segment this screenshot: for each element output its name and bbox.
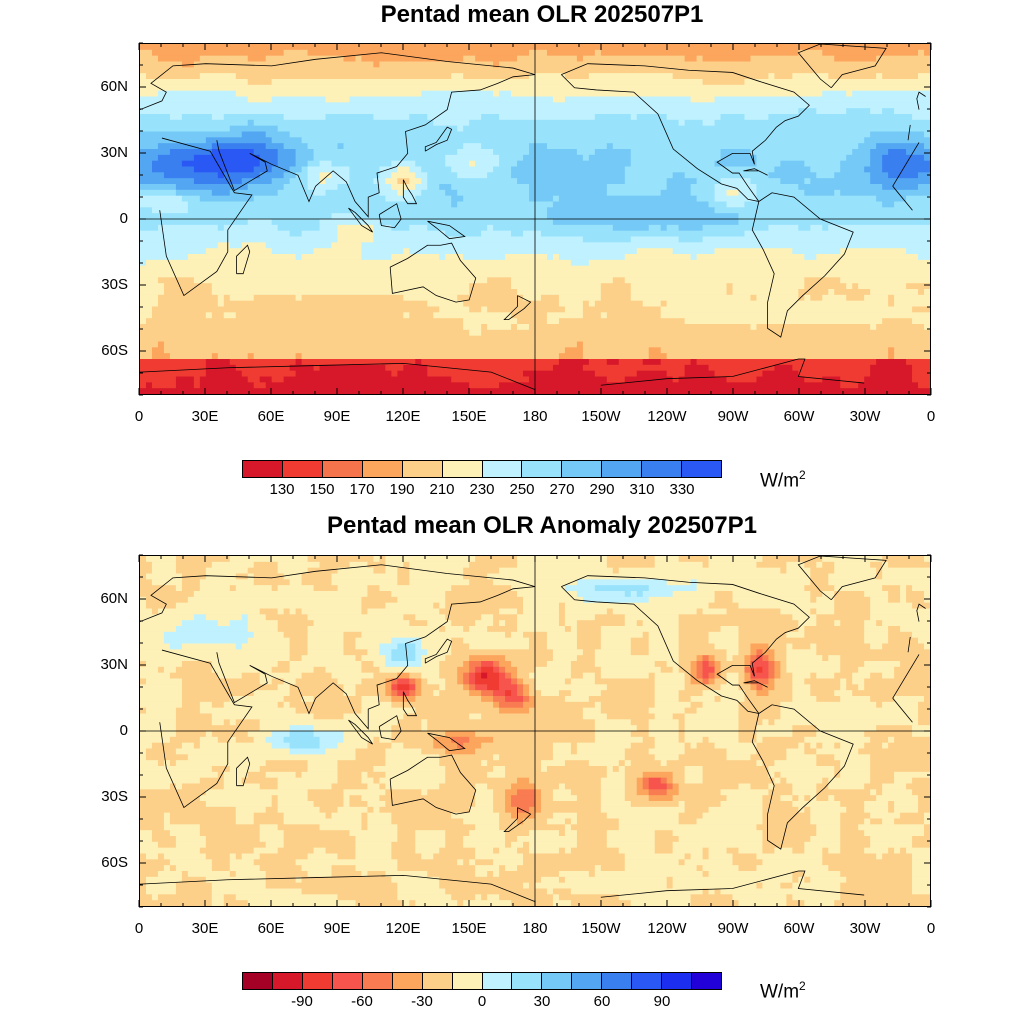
colorbar-swatch [632, 973, 663, 989]
x-tick-label: 30E [191, 920, 219, 937]
colorbar-swatch [682, 461, 722, 477]
olr-colorbar [242, 460, 722, 478]
colorbar-tick-label: -60 [351, 993, 373, 1010]
olr-field [140, 44, 930, 394]
colorbar-swatch [562, 461, 603, 477]
x-tick-label: 60E [257, 408, 285, 425]
colorbar-tick-label: 310 [629, 481, 655, 498]
x-tick-label: 30E [191, 408, 219, 425]
colorbar-swatch [272, 973, 303, 989]
y-tick-label: 30N [100, 144, 128, 161]
x-tick-label: 90E [323, 920, 351, 937]
colorbar-swatch [362, 461, 403, 477]
y-tick-label: 60S [101, 342, 128, 359]
colorbar-tick-label: 330 [669, 481, 695, 498]
colorbar-swatch [442, 461, 483, 477]
colorbar-swatch [522, 461, 563, 477]
colorbar-tick-label: 130 [269, 481, 295, 498]
x-tick-label: 60E [257, 920, 285, 937]
colorbar-tick-label: 30 [533, 993, 551, 1010]
x-tick-label: 150W [581, 920, 621, 937]
x-tick-label: 90W [717, 920, 749, 937]
colorbar-swatch [282, 461, 323, 477]
colorbar-swatch [402, 461, 443, 477]
colorbar-swatch [302, 973, 333, 989]
colorbar-swatch [392, 973, 423, 989]
olr-anomaly-map [139, 555, 931, 907]
olr-map [139, 43, 931, 395]
y-tick-label: 30S [101, 276, 128, 293]
x-tick-label: 180 [522, 408, 548, 425]
x-tick-label: 0 [926, 408, 936, 425]
x-tick-label: 30W [849, 408, 881, 425]
colorbar-swatch [243, 973, 273, 989]
colorbar-tick-label: 0 [477, 993, 487, 1010]
panel2-title: Pentad mean OLR Anomaly 202507P1 [327, 512, 757, 539]
x-tick-label: 180 [522, 920, 548, 937]
x-tick-label: 90E [323, 408, 351, 425]
x-tick-label: 120E [385, 920, 421, 937]
colorbar-tick-label: 290 [589, 481, 615, 498]
colorbar-tick-label: 230 [469, 481, 495, 498]
colorbar-swatch [243, 461, 283, 477]
y-tick-label: 0 [119, 722, 128, 739]
colorbar-swatch [422, 973, 453, 989]
colorbar-swatch [482, 973, 513, 989]
colorbar-tick-label: 270 [549, 481, 575, 498]
x-tick-label: 60W [783, 920, 815, 937]
colorbar-tick-label: 60 [593, 993, 611, 1010]
x-tick-label: 0 [926, 920, 936, 937]
x-tick-label: 60W [783, 408, 815, 425]
colorbar-swatch [362, 973, 393, 989]
colorbar-tick-label: 210 [429, 481, 455, 498]
y-tick-label: 60N [100, 590, 128, 607]
y-tick-label: 60N [100, 78, 128, 95]
y-tick-label: 60S [101, 854, 128, 871]
olr-colorbar-labels: 130 150 170 190 210 230 250 270 290 310 330 [242, 481, 722, 501]
y-tick-label: 30N [100, 656, 128, 673]
colorbar-tick-label: -30 [411, 993, 433, 1010]
colorbar-swatch [332, 973, 363, 989]
colorbar-swatch [452, 973, 483, 989]
colorbar-tick-label: 170 [349, 481, 375, 498]
y-tick-label: 0 [119, 210, 128, 227]
x-tick-label: 0 [134, 408, 144, 425]
coastlines [140, 556, 930, 906]
colorbar-tick-label: 250 [509, 481, 535, 498]
x-tick-label: 90W [717, 408, 749, 425]
x-tick-label: 150E [451, 920, 487, 937]
x-tick-label: 120W [647, 408, 687, 425]
anomaly-colorbar [242, 972, 722, 990]
colorbar-swatch [602, 973, 633, 989]
colorbar-tick-label: 90 [653, 993, 671, 1010]
colorbar-swatch [602, 461, 643, 477]
colorbar-swatch [322, 461, 363, 477]
x-tick-label: 120W [647, 920, 687, 937]
anomaly-colorbar-labels: -90 -60 -30 0 30 60 90 [242, 993, 722, 1013]
colorbar-swatch [512, 973, 543, 989]
colorbar-swatch [662, 973, 693, 989]
olr-anomaly-field [140, 556, 930, 906]
panel1-title: Pentad mean OLR 202507P1 [380, 1, 704, 28]
olr-units: W/m2 [760, 468, 806, 492]
y-tick-label: 30S [101, 788, 128, 805]
x-tick-label: 120E [385, 408, 421, 425]
x-tick-label: 30W [849, 920, 881, 937]
x-tick-label: 150W [581, 408, 621, 425]
x-tick-label: 150E [451, 408, 487, 425]
colorbar-tick-label: -90 [291, 993, 313, 1010]
colorbar-tick-label: 150 [309, 481, 335, 498]
anomaly-units: W/m2 [760, 979, 806, 1003]
colorbar-swatch [482, 461, 523, 477]
colorbar-swatch [642, 461, 683, 477]
x-tick-label: 0 [134, 920, 144, 937]
colorbar-swatch [542, 973, 573, 989]
colorbar-swatch [692, 973, 721, 989]
colorbar-tick-label: 190 [389, 481, 415, 498]
coastlines [140, 44, 930, 394]
colorbar-swatch [572, 973, 603, 989]
